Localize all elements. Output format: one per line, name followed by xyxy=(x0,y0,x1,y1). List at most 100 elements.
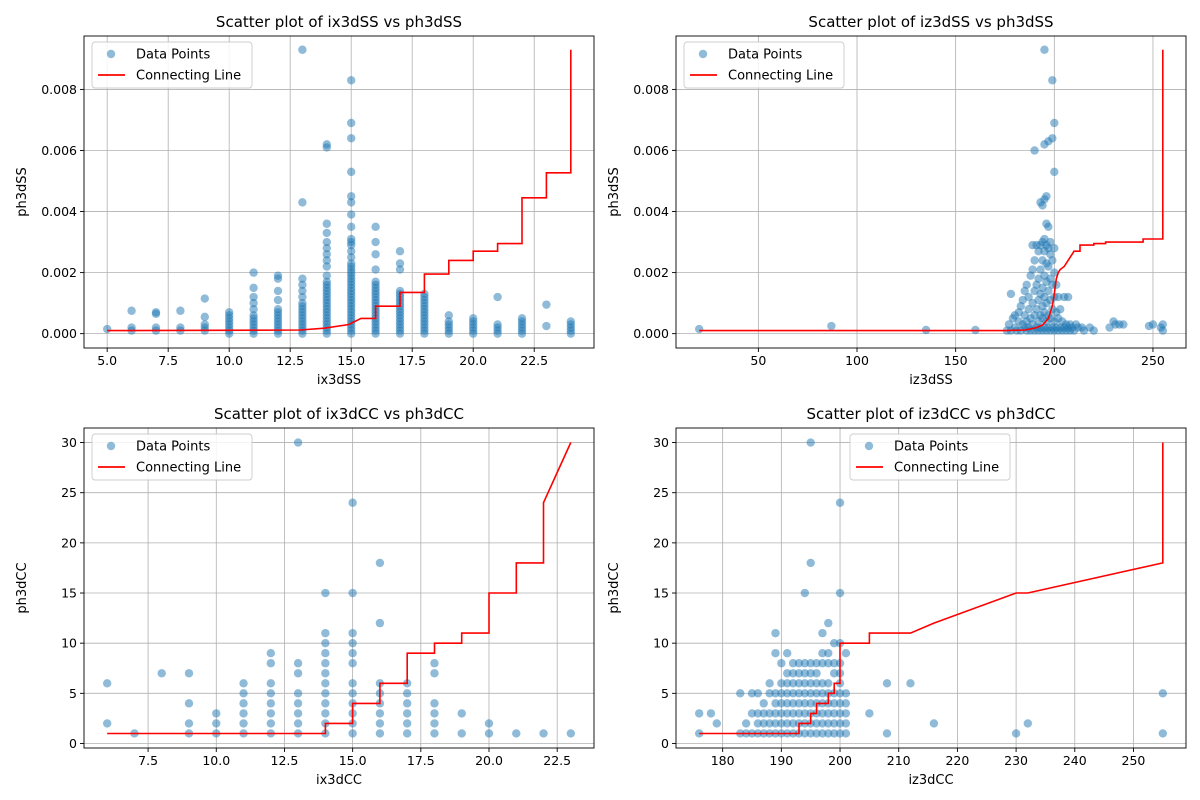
data-point xyxy=(1056,305,1065,314)
data-point xyxy=(841,709,851,718)
data-point xyxy=(882,679,892,688)
x-tick-label: 10.0 xyxy=(215,353,243,368)
data-point xyxy=(566,317,576,326)
data-point xyxy=(765,689,774,698)
data-point xyxy=(395,259,405,268)
data-point xyxy=(266,719,276,728)
data-point xyxy=(102,719,112,728)
data-point xyxy=(1030,146,1039,155)
data-point xyxy=(371,250,380,259)
data-point xyxy=(298,280,307,290)
data-point xyxy=(1048,134,1057,143)
data-point xyxy=(348,588,357,598)
subplot-1: 5.0 7.5 10.0 12.5 15.0 17.5 20.0 22.5 0.000 0.002… xyxy=(15,13,595,388)
data-point xyxy=(841,699,851,708)
x-tick-label: 250 xyxy=(1141,353,1165,368)
data-point xyxy=(1048,256,1057,265)
data-point xyxy=(1040,45,1049,54)
data-point xyxy=(818,679,827,688)
data-point xyxy=(212,719,221,728)
data-point xyxy=(788,659,798,668)
x-tick-label: 210 xyxy=(887,753,911,768)
data-point xyxy=(829,719,839,728)
axes-frame xyxy=(83,35,595,349)
data-point xyxy=(794,689,804,698)
data-point xyxy=(249,305,258,314)
data-point xyxy=(347,259,356,268)
data-point xyxy=(469,314,478,323)
y-tick-label: 0.008 xyxy=(633,82,669,97)
x-tick-label: 150 xyxy=(944,353,968,368)
data-point xyxy=(348,498,357,507)
chart-title: Scatter plot of iz3dSS vs ph3dSS xyxy=(808,13,1053,31)
data-point xyxy=(1050,118,1059,128)
data-point xyxy=(829,729,839,738)
data-point xyxy=(806,679,815,688)
chart-title: Scatter plot of ix3dSS vs ph3dSS xyxy=(216,13,462,31)
data-point xyxy=(841,729,851,738)
data-point xyxy=(375,709,385,718)
x-tick-label: 230 xyxy=(1004,753,1028,768)
data-point xyxy=(293,719,303,728)
data-point xyxy=(806,438,815,447)
data-point xyxy=(348,628,357,638)
data-point xyxy=(293,689,303,698)
x-tick-label: 5.0 xyxy=(97,353,117,368)
x-tick-label: 12.5 xyxy=(271,753,299,768)
data-point xyxy=(753,689,763,698)
data-point xyxy=(806,699,815,708)
y-tick-label: 0.000 xyxy=(41,326,77,341)
data-point xyxy=(777,709,786,718)
y-tick-label: 25 xyxy=(653,485,669,500)
y-tick-label: 0.006 xyxy=(41,143,77,158)
data-point xyxy=(266,679,276,688)
data-point xyxy=(430,719,439,728)
data-point xyxy=(249,311,258,320)
data-point xyxy=(484,729,494,738)
x-tick-label: 15.0 xyxy=(339,753,367,768)
x-axis-label: iz3dSS xyxy=(909,373,952,388)
data-point xyxy=(239,719,248,728)
data-point xyxy=(788,709,798,718)
y-tick-label: 0 xyxy=(69,736,77,751)
data-point xyxy=(835,699,845,708)
data-point xyxy=(812,669,821,678)
data-point xyxy=(800,679,810,688)
y-tick-label: 0.002 xyxy=(633,265,669,280)
data-point xyxy=(824,729,833,738)
connecting-line xyxy=(107,442,572,735)
data-point xyxy=(375,719,385,728)
data-point xyxy=(375,558,385,568)
data-point xyxy=(1050,243,1059,253)
y-axis-label: ph3dCC xyxy=(15,562,30,613)
data-point xyxy=(402,709,412,718)
legend-label-points: Data Points xyxy=(136,48,210,63)
data-point xyxy=(200,320,209,329)
data-point xyxy=(273,295,283,305)
data-point xyxy=(824,649,833,658)
legend: Data Points Connecting Line xyxy=(683,41,845,89)
data-point xyxy=(1024,292,1033,302)
y-tick-label: 5 xyxy=(69,686,77,701)
data-point xyxy=(224,308,234,317)
data-point xyxy=(200,312,209,322)
connecting-line xyxy=(699,49,1164,332)
y-tick-label: 20 xyxy=(653,535,669,550)
data-point xyxy=(788,719,798,728)
data-point xyxy=(1036,265,1045,274)
data-point xyxy=(347,167,356,177)
data-point xyxy=(402,719,412,728)
legend-marker-points xyxy=(698,49,708,59)
data-point xyxy=(1006,289,1016,299)
data-point xyxy=(457,729,466,738)
data-point xyxy=(542,321,551,331)
data-point xyxy=(371,277,380,286)
data-point xyxy=(200,294,209,303)
data-point xyxy=(788,669,798,678)
data-point xyxy=(348,689,357,698)
data-point xyxy=(812,719,821,728)
data-point xyxy=(321,709,330,718)
data-point xyxy=(157,669,166,678)
data-point xyxy=(841,649,851,658)
